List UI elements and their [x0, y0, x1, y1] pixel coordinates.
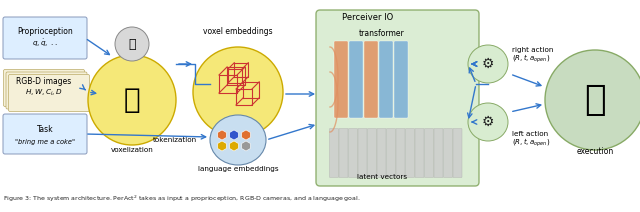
- Ellipse shape: [88, 55, 176, 145]
- Ellipse shape: [115, 27, 149, 61]
- FancyBboxPatch shape: [396, 128, 405, 177]
- FancyBboxPatch shape: [316, 10, 479, 186]
- Text: ⚙: ⚙: [482, 57, 494, 71]
- Text: $(R, t, a_{open})$: $(R, t, a_{open})$: [512, 53, 550, 65]
- Text: transformer: transformer: [359, 29, 405, 39]
- Text: tokenization: tokenization: [153, 137, 197, 143]
- Ellipse shape: [210, 115, 266, 165]
- Text: RGB-D images: RGB-D images: [17, 78, 72, 86]
- FancyBboxPatch shape: [379, 41, 393, 118]
- Text: Proprioception: Proprioception: [17, 26, 73, 35]
- FancyBboxPatch shape: [349, 128, 358, 177]
- Text: voxelization: voxelization: [111, 147, 154, 153]
- Ellipse shape: [545, 50, 640, 150]
- Text: 🤖: 🤖: [584, 83, 606, 117]
- Ellipse shape: [468, 103, 508, 141]
- Text: $H, W, C_i, D$: $H, W, C_i, D$: [25, 88, 63, 98]
- Ellipse shape: [468, 45, 508, 83]
- Text: $q, \dot{q},\ ..$: $q, \dot{q},\ ..$: [32, 37, 58, 49]
- Text: voxel embeddings: voxel embeddings: [203, 28, 273, 36]
- FancyBboxPatch shape: [349, 41, 363, 118]
- FancyBboxPatch shape: [444, 128, 452, 177]
- FancyBboxPatch shape: [8, 74, 90, 112]
- FancyBboxPatch shape: [434, 128, 443, 177]
- Text: "bring me a coke": "bring me a coke": [15, 139, 75, 145]
- FancyBboxPatch shape: [415, 128, 424, 177]
- Text: ⚙: ⚙: [482, 115, 494, 129]
- FancyBboxPatch shape: [3, 114, 87, 154]
- FancyBboxPatch shape: [367, 128, 376, 177]
- FancyBboxPatch shape: [358, 128, 367, 177]
- Text: 🤖: 🤖: [128, 38, 136, 50]
- Text: Task: Task: [36, 126, 53, 134]
- Text: latent vectors: latent vectors: [357, 174, 407, 180]
- Text: right action: right action: [512, 47, 554, 53]
- FancyBboxPatch shape: [334, 41, 348, 118]
- Text: language embeddings: language embeddings: [198, 166, 278, 172]
- FancyBboxPatch shape: [339, 128, 348, 177]
- FancyBboxPatch shape: [394, 41, 408, 118]
- FancyBboxPatch shape: [424, 128, 433, 177]
- Text: Perceiver IO: Perceiver IO: [342, 13, 393, 21]
- FancyBboxPatch shape: [377, 128, 386, 177]
- Text: 🤖: 🤖: [124, 86, 140, 114]
- Ellipse shape: [193, 47, 283, 137]
- FancyBboxPatch shape: [330, 128, 339, 177]
- FancyBboxPatch shape: [364, 41, 378, 118]
- FancyBboxPatch shape: [3, 70, 84, 106]
- FancyBboxPatch shape: [6, 72, 87, 109]
- Text: Figure 3: The system architecture. PerAct$^2$ takes as input a proprioception, R: Figure 3: The system architecture. PerAc…: [3, 194, 360, 204]
- Text: execution: execution: [577, 148, 614, 156]
- FancyBboxPatch shape: [406, 128, 415, 177]
- FancyBboxPatch shape: [3, 17, 87, 59]
- FancyBboxPatch shape: [387, 128, 396, 177]
- FancyBboxPatch shape: [453, 128, 462, 177]
- Text: left action: left action: [512, 131, 548, 137]
- Text: $(R, t, a_{open})$: $(R, t, a_{open})$: [512, 137, 550, 149]
